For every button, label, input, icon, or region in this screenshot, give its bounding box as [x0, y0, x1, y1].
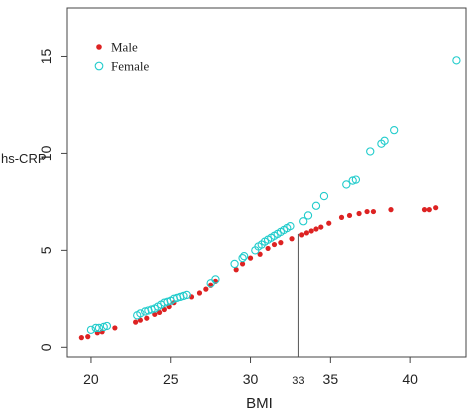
- point-male: [346, 212, 353, 219]
- point-female: [380, 136, 389, 145]
- point-male: [85, 334, 91, 340]
- marks: [78, 56, 461, 341]
- point-female: [351, 175, 361, 184]
- point-female: [91, 323, 100, 333]
- x-tick-label: 20: [83, 371, 99, 387]
- point-male: [370, 208, 377, 215]
- point-male: [326, 220, 332, 226]
- point-male: [308, 228, 314, 234]
- point-male: [318, 224, 324, 230]
- point-male: [233, 267, 239, 273]
- point-male: [265, 245, 271, 252]
- point-male: [112, 325, 118, 331]
- x-tick-label: 35: [323, 371, 339, 387]
- point-male: [156, 309, 163, 316]
- point-male: [257, 251, 263, 257]
- point-male: [313, 226, 319, 232]
- plot-frame: [66, 7, 467, 358]
- reference-line-label: 33: [292, 375, 304, 387]
- point-female: [136, 309, 145, 318]
- legend-marker-female: [94, 61, 104, 71]
- legend: Male Female: [94, 40, 149, 74]
- point-male: [144, 315, 150, 321]
- legend-marker-male: [96, 44, 102, 50]
- point-male: [196, 290, 203, 296]
- point-female: [390, 125, 399, 135]
- y-axis-label: hs-CRP: [1, 151, 47, 166]
- point-female: [238, 253, 247, 263]
- point-male: [338, 214, 345, 220]
- point-male: [356, 210, 362, 217]
- point-female: [240, 252, 249, 261]
- x-axis-label: BMI: [246, 395, 273, 411]
- point-male: [421, 207, 428, 213]
- y-tick-label: 5: [38, 246, 54, 254]
- point-female: [299, 217, 308, 226]
- x-tick-label: 25: [163, 371, 179, 387]
- point-female: [230, 259, 239, 269]
- point-male: [289, 236, 295, 242]
- point-male: [364, 208, 370, 215]
- axes: 20 25 30 35 40 0 5 10 15 33: [38, 48, 418, 387]
- point-female: [311, 201, 321, 210]
- point-female: [286, 221, 295, 231]
- point-male: [271, 241, 278, 248]
- point-male: [388, 207, 394, 213]
- point-male: [239, 261, 246, 267]
- point-female: [319, 191, 329, 201]
- point-male: [278, 240, 284, 246]
- y-tick-label: 0: [38, 343, 54, 351]
- point-female: [366, 147, 375, 156]
- point-male: [426, 207, 432, 213]
- point-female: [452, 56, 461, 65]
- point-female: [342, 180, 351, 189]
- point-female: [86, 325, 96, 335]
- legend-label-male: Male: [111, 40, 138, 55]
- point-male: [78, 335, 84, 341]
- point-male: [203, 286, 209, 292]
- point-male: [133, 319, 139, 325]
- point-female: [94, 323, 104, 333]
- legend-label-female: Female: [111, 59, 149, 74]
- point-female: [303, 211, 313, 220]
- y-tick-label: 15: [38, 48, 54, 64]
- x-tick-label: 40: [402, 371, 418, 387]
- point-male: [303, 230, 309, 236]
- point-male: [299, 232, 305, 238]
- x-tick-label: 30: [243, 371, 259, 387]
- point-female: [102, 321, 112, 331]
- point-female: [182, 290, 191, 300]
- point-male: [247, 255, 254, 261]
- y-tick-label: 10: [38, 145, 54, 161]
- point-female: [211, 275, 220, 284]
- point-male: [433, 205, 439, 211]
